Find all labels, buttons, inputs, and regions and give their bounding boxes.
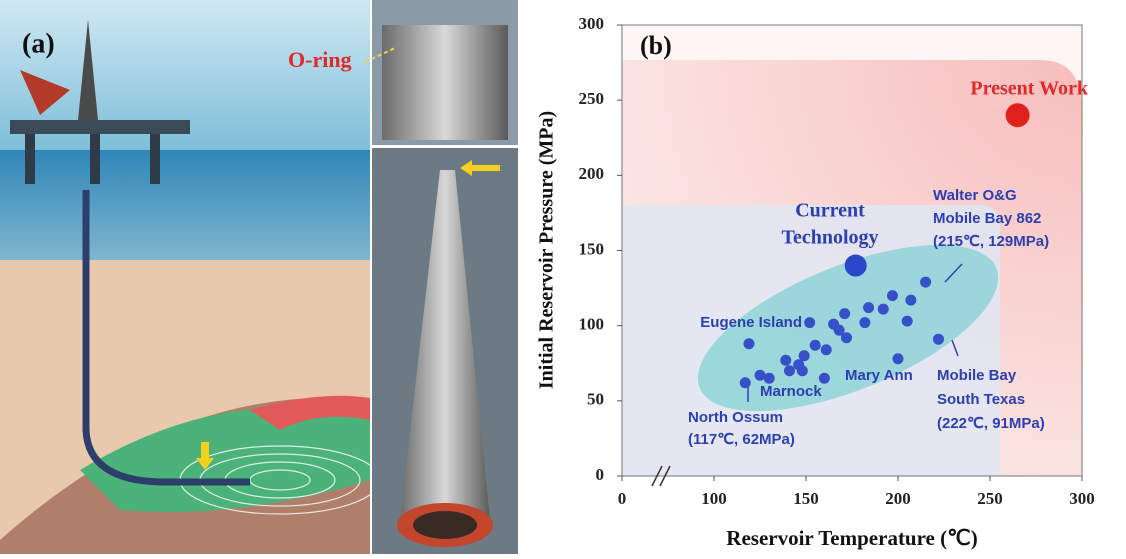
y-axis-label: Initial Reservoir Pressure (MPa) [536,111,558,389]
annotation: Current [795,200,865,222]
y-tick-label: 250 [579,89,605,108]
point [887,290,898,301]
point [893,353,904,364]
panel-label: (a) [22,28,55,59]
y-tick-label: 0 [596,465,605,484]
y-tick-label: 150 [579,239,605,258]
point [797,365,808,376]
annotation: North Ossum [688,409,783,426]
point [743,338,754,349]
point [839,308,850,319]
x-tick-label: 0 [618,489,627,508]
callout: O-ring [288,47,352,72]
annotation: Mobile Bay 862 [933,210,1041,227]
point [845,255,867,277]
annotation: South Texas [937,391,1025,408]
y-tick-label: 50 [587,390,604,409]
leg [90,134,100,184]
x-tick-label: 150 [793,489,819,508]
annotation: Mary Ann [845,367,913,384]
tool-bore [413,511,477,539]
point [878,304,889,315]
point [905,295,916,306]
annotation: Mobile Bay [937,367,1017,384]
annotation: Technology [781,227,878,249]
point [920,277,931,288]
point [804,317,815,328]
x-tick-label: 200 [885,489,911,508]
point [933,334,944,345]
point [859,317,870,328]
y-tick-label: 100 [579,315,605,334]
figure: (a) O-ring (b) Reservoir Temperature (℃)… [0,0,1126,554]
seal [382,25,508,140]
leg [150,134,160,184]
point [902,316,913,327]
annotation: Walter O&G [933,187,1017,204]
point [821,344,832,355]
point [863,302,874,313]
annotation: Marnock [760,383,822,400]
x-axis-label: Reservoir Temperature (℃) [726,526,977,550]
x-tick-label: 100 [701,489,727,508]
leg [25,134,35,184]
point [810,340,821,351]
sea [0,150,370,260]
x-tick-label: 300 [1069,489,1095,508]
annotation: Eugene Island [700,314,802,331]
annotation: (117℃, 62MPa) [688,431,795,448]
x-tick-label: 250 [977,489,1003,508]
point [780,355,791,366]
annotation: (215℃, 129MPa) [933,233,1049,250]
panel-label: (b) [640,31,672,60]
platform-deck [10,120,190,134]
panel-a: (a) O-ring [0,0,518,554]
y-tick-label: 200 [579,164,605,183]
point [740,377,751,388]
annotation: (222℃, 91MPa) [937,415,1045,432]
point [784,365,795,376]
annotation: Present Work [970,78,1088,100]
point [1006,103,1030,127]
page: (a) O-ring (b) Reservoir Temperature (℃)… [0,0,1126,554]
y-tick-label: 300 [579,14,605,33]
point [841,332,852,343]
